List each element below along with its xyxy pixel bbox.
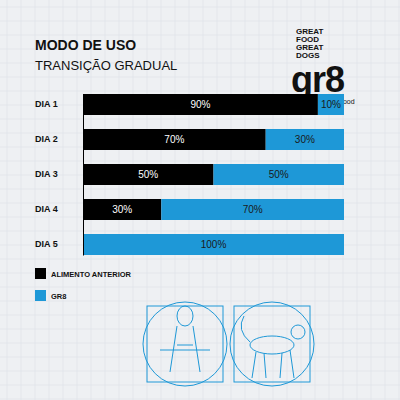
chart: MODO DE USOTRANSIÇÃO GRADUALGREATFOODGRE… [0, 0, 400, 400]
background-line [0, 329, 400, 330]
background-line [0, 21, 400, 22]
bar-segment [161, 199, 344, 220]
background-line [0, 357, 400, 358]
illustration-square [147, 306, 223, 382]
tick-label: DIA 2 [35, 134, 58, 144]
background-line [371, 0, 372, 400]
background-line [0, 161, 400, 162]
bar-segment [83, 129, 266, 150]
data-label: 50% [138, 169, 158, 180]
tick: DIA 5 [35, 239, 83, 249]
tick-label: DIA 3 [35, 169, 58, 179]
data-label: 30% [295, 134, 315, 145]
background-line [0, 385, 400, 386]
background-line [21, 0, 22, 400]
bars [83, 94, 344, 255]
tick: DIA 1 [35, 99, 83, 109]
illustrations [143, 302, 314, 386]
y-axis: DIA 1 DIA 2 DIA 3 DIA 4 DIA 5 [35, 95, 84, 256]
background-line [7, 0, 8, 400]
tick: DIA 3 [35, 169, 83, 179]
logo-text: gr8 [291, 59, 344, 100]
tick-label: DIA 4 [35, 204, 58, 214]
legend: ALIMENTO ANTERIOR GR8 [35, 268, 132, 301]
legend-label: ALIMENTO ANTERIOR [51, 270, 132, 279]
tick-label: DIA 1 [35, 99, 58, 109]
background-line [0, 343, 400, 344]
data-label: 90% [190, 99, 210, 110]
data-labels: 90% 70% 50% 30% 10% 30% 50% 70% 100% [112, 99, 341, 250]
background-line [0, 189, 400, 190]
background-line [0, 259, 400, 260]
background-line [385, 0, 386, 400]
data-label: 70% [164, 134, 184, 145]
illustration-head [177, 306, 193, 326]
background-line [399, 0, 400, 400]
bar-segment [266, 129, 344, 150]
background-line [0, 119, 400, 120]
bar-segment [318, 94, 344, 115]
illustration-body [160, 326, 210, 372]
data-label: 30% [112, 204, 132, 215]
tick-label: DIA 5 [35, 239, 58, 249]
background-line [357, 0, 358, 400]
bar-segment [83, 94, 318, 115]
legend-swatch [35, 290, 46, 301]
background-line [0, 7, 400, 8]
bar-segment [214, 164, 345, 185]
axis-line [83, 95, 84, 256]
title: MODO DE USO [35, 37, 136, 53]
background-line [0, 287, 400, 288]
illustration-circle [230, 302, 314, 386]
tick: DIA 4 [35, 204, 83, 214]
illustration-legs [241, 316, 294, 378]
background-line [0, 231, 400, 232]
background [0, 0, 400, 400]
legend-swatch [35, 268, 46, 279]
tick: DIA 2 [35, 134, 83, 144]
background-line [0, 399, 400, 400]
illustration-head [291, 325, 305, 339]
background-fill [0, 0, 400, 400]
background-line [0, 35, 400, 36]
data-label: 50% [269, 169, 289, 180]
subtitle: TRANSIÇÃO GRADUAL [35, 58, 177, 73]
data-label: 10% [321, 99, 341, 110]
illustration-circle [143, 302, 227, 386]
bar-segment [83, 199, 161, 220]
background-line [0, 315, 400, 316]
data-label: 70% [243, 204, 263, 215]
bar-segment [83, 234, 344, 255]
data-label: 100% [201, 239, 227, 250]
bar-segment [83, 164, 214, 185]
illustration-body [250, 336, 294, 354]
legend-label: GR8 [51, 292, 66, 301]
illustration-square [234, 306, 310, 382]
